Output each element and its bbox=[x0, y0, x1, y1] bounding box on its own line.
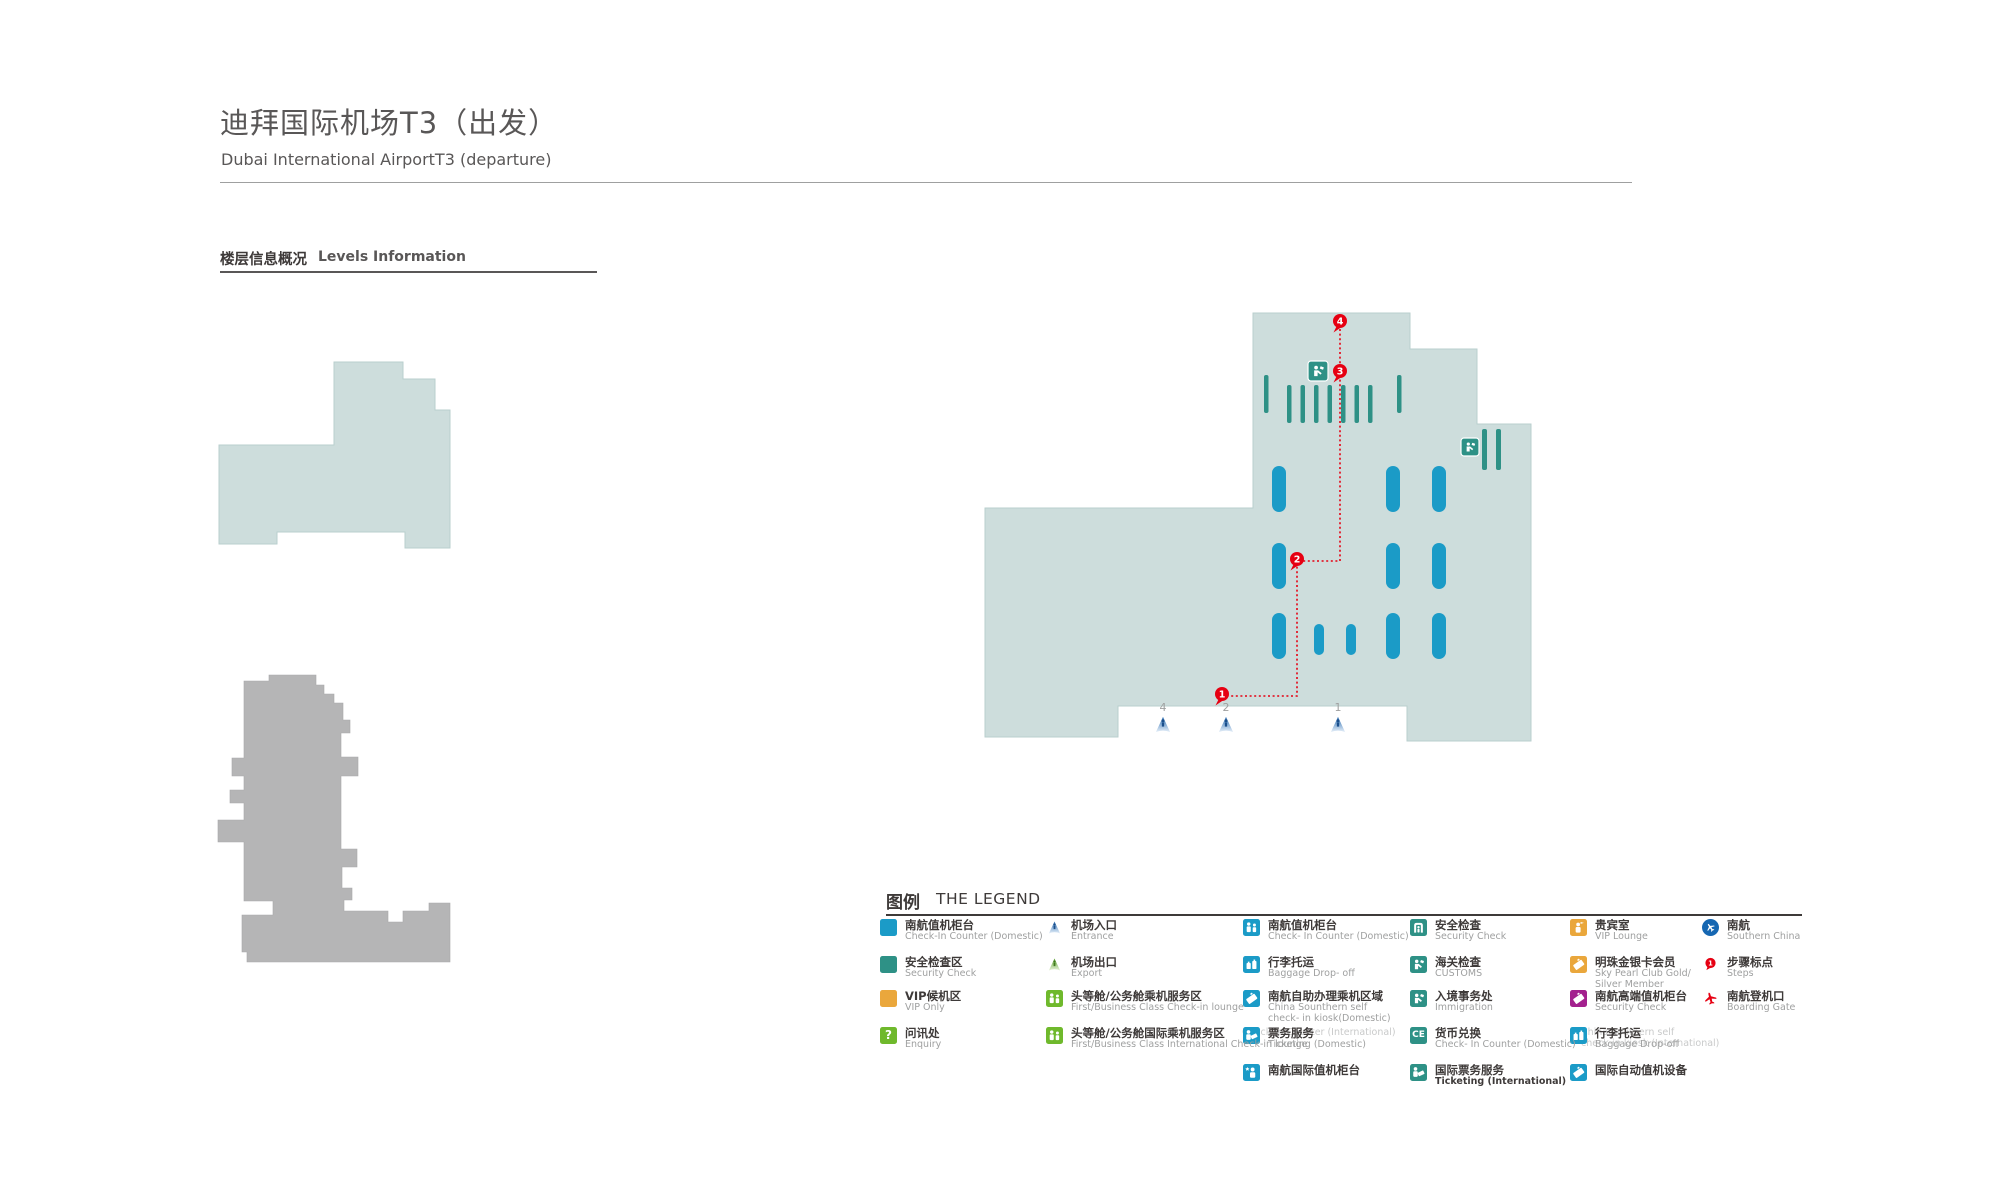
levels-section-title-zh: 楼层信息概况 bbox=[220, 252, 307, 268]
premium-checkin-icon bbox=[1570, 990, 1587, 1007]
legend-item-exit: 机场出口 Export bbox=[1046, 956, 1117, 980]
svg-text:1: 1 bbox=[1219, 689, 1226, 700]
legend-item-enquiry: ? 问讯处 Enquiry bbox=[880, 1027, 941, 1051]
security-booth-icon bbox=[1307, 360, 1329, 382]
step-marker-1: 1 bbox=[1215, 687, 1229, 706]
svg-text:1: 1 bbox=[1708, 959, 1713, 967]
ticketing-icon bbox=[1243, 1027, 1260, 1044]
immigration-icon bbox=[1410, 990, 1427, 1007]
legend-item-vip-area: VIP候机区 VIP Only bbox=[880, 990, 961, 1014]
legend-item-premium-checkin: 南航高端值机柜台 Security Check bbox=[1570, 990, 1687, 1014]
legend-item-security-area: 安全检查区 Security Check bbox=[880, 956, 976, 980]
security-area-swatch-icon bbox=[880, 956, 897, 973]
entrance-icon-4 bbox=[1155, 716, 1171, 733]
svg-text:4: 4 bbox=[1337, 316, 1344, 327]
airline-logo-icon bbox=[1702, 919, 1719, 936]
checkin-domestic-swatch-icon bbox=[880, 919, 897, 936]
legend-item-checkin-counter-domestic: 南航值机柜台 Check- In Counter (Domestic) bbox=[1243, 919, 1409, 943]
sky-pearl-card-icon bbox=[1570, 956, 1587, 973]
checkin-counters bbox=[1272, 466, 1446, 659]
legend-item-intl-checkin-counter: 南航国际值机柜台 bbox=[1243, 1064, 1360, 1081]
floor-outline-arrival-mini bbox=[217, 674, 451, 963]
svg-text:4: 4 bbox=[1160, 701, 1167, 714]
levels-section-title-en: Levels Information bbox=[318, 249, 466, 265]
ghost-overlap-text: Check-In Counter (International) bbox=[1242, 1027, 1396, 1038]
intl-ticketing-icon bbox=[1410, 1064, 1427, 1081]
steps-pin-icon: 1 bbox=[1702, 956, 1719, 973]
legend-item-currency-exchange: CE 货币兑换 Check- In Counter (Domestic) bbox=[1410, 1027, 1576, 1051]
step-marker-3: 3 bbox=[1333, 364, 1347, 383]
security-check-icon bbox=[1410, 919, 1427, 936]
boarding-gate-plane-icon bbox=[1702, 990, 1719, 1007]
legend-item-sky-pearl: 明珠金银卡会员 Sky Pearl Club Gold/ Silver Membe… bbox=[1570, 956, 1691, 990]
header-divider bbox=[220, 182, 1632, 183]
legend-item-baggage-dropoff: 行李托运 Baggage Drop- off bbox=[1243, 956, 1355, 980]
legend-item-first-class-intl-lounge: 头等舱/公务舱国际乘机服务区 First/Business Class Inter… bbox=[1046, 1027, 1307, 1051]
entrance-icon bbox=[1046, 919, 1063, 936]
legend-item-immigration: 入境事务处 Immigration bbox=[1410, 990, 1493, 1014]
exit-icon bbox=[1046, 956, 1063, 973]
main-floor-map: 1 2 3 4 4 2 1 bbox=[984, 312, 1532, 742]
floor-outline-departure-mini bbox=[218, 361, 451, 549]
step-marker-4: 4 bbox=[1333, 314, 1347, 333]
security-lanes bbox=[1264, 375, 1501, 470]
security-booth-icon-2 bbox=[1460, 437, 1480, 457]
legend-title-en: THE LEGEND bbox=[936, 890, 1041, 908]
page-title: 迪拜国际机场T3（出发） bbox=[220, 106, 559, 140]
baggage-dropoff-icon bbox=[1243, 956, 1260, 973]
page-subtitle: Dubai International AirportT3 (departure… bbox=[221, 150, 552, 169]
customs-icon bbox=[1410, 956, 1427, 973]
checkin-counter-icon bbox=[1243, 919, 1260, 936]
legend-item-self-checkin-domestic: 南航自助办理乘机区域 China Sounthern self check- in… bbox=[1243, 990, 1391, 1024]
svg-text:1: 1 bbox=[1335, 701, 1342, 714]
baggage-dropoff-icon bbox=[1570, 1027, 1587, 1044]
legend-item-intl-ticketing: 国际票务服务 Ticketing (International) bbox=[1410, 1064, 1566, 1088]
legend-title-zh: 图例 bbox=[886, 893, 920, 913]
legend-item-security-check: 安全检查 Security Check bbox=[1410, 919, 1506, 943]
legend-item-steps: 1 步骤标点 Steps bbox=[1702, 956, 1773, 980]
intl-checkin-counter-icon bbox=[1243, 1064, 1260, 1081]
svg-text:2: 2 bbox=[1294, 554, 1301, 565]
intl-kiosk-icon bbox=[1570, 1064, 1587, 1081]
legend-item-checkin-domestic-area: 南航值机柜台 Check-In Counter (Domestic) bbox=[880, 919, 1043, 943]
legend-item-baggage-dropoff-2: China Southern self check-in kiosk (Inte… bbox=[1570, 1027, 1719, 1051]
legend-item-first-class-lounge: 头等舱/公务舱乘机服务区 First/Business Class Check-i… bbox=[1046, 990, 1244, 1014]
levels-section-underline bbox=[220, 271, 597, 273]
entrance-icon-2 bbox=[1218, 716, 1234, 733]
enquiry-icon: ? bbox=[880, 1027, 897, 1044]
vip-lounge-icon bbox=[1570, 919, 1587, 936]
legend-item-customs: 海关检查 CUSTOMS bbox=[1410, 956, 1482, 980]
legend-item-airline-logo: 南航 Southern China bbox=[1702, 919, 1800, 943]
ghost-overlap-text: China Southern self check-in kiosk (Inte… bbox=[1581, 1027, 1720, 1049]
legend-item-vip-lounge: 贵宾室 VIP Lounge bbox=[1570, 919, 1648, 943]
vip-area-swatch-icon bbox=[880, 990, 897, 1007]
currency-exchange-icon: CE bbox=[1410, 1027, 1427, 1044]
terminal-outline bbox=[984, 312, 1532, 742]
legend-item-boarding-gate: 南航登机口 Boarding Gate bbox=[1702, 990, 1795, 1014]
first-class-intl-lounge-icon bbox=[1046, 1027, 1063, 1044]
entrance-icon-1 bbox=[1330, 716, 1346, 733]
svg-text:3: 3 bbox=[1337, 366, 1344, 377]
legend-underline bbox=[886, 914, 1802, 916]
entrance-markers: 4 2 1 bbox=[1155, 701, 1346, 733]
svg-text:2: 2 bbox=[1223, 701, 1230, 714]
step-marker-2: 2 bbox=[1290, 552, 1304, 571]
legend-item-ticketing-domestic: Check-In Counter (International) 票务服务 Tick… bbox=[1242, 1026, 1396, 1050]
self-checkin-kiosk-icon bbox=[1243, 990, 1260, 1007]
legend-item-intl-kiosk: 国际自动值机设备 bbox=[1570, 1064, 1687, 1081]
legend-item-entrance: 机场入口 Entrance bbox=[1046, 919, 1117, 943]
first-class-lounge-icon bbox=[1046, 990, 1063, 1007]
